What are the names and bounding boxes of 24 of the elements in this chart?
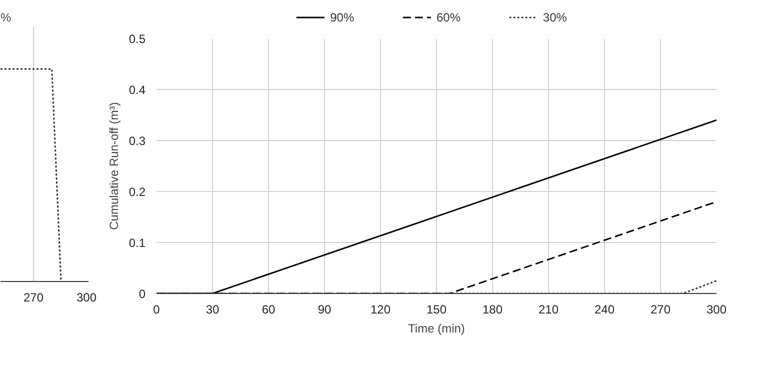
x-tick-label: 240 [594, 302, 615, 316]
y-tick-label: 0.5 [128, 32, 146, 46]
x-tick-label: 90 [318, 302, 332, 316]
y-tick-label: 0.1 [128, 236, 146, 250]
x-tick-label: 0 [153, 302, 160, 316]
y-axis-title: Cumulative Run-off (m³) [106, 102, 121, 230]
legend-label: 30% [542, 10, 568, 24]
x-tick-label: 300 [76, 290, 97, 304]
y-tick-label: 0.3 [128, 134, 146, 148]
x-tick-label: 30 [206, 302, 220, 316]
x-tick-label: 210 [538, 302, 559, 316]
x-tick-label: 270 [650, 302, 671, 316]
x-tick-label: 180 [482, 302, 503, 316]
legend-label: 60% [436, 10, 461, 24]
x-tick-label: 300 [706, 302, 727, 316]
x-axis-title: Time (min) [408, 322, 465, 336]
x-tick-label: 60 [262, 302, 276, 316]
x-tick-label: 120 [370, 302, 391, 316]
y-tick-label: 0.4 [128, 83, 146, 97]
legend-label: 90% [330, 10, 354, 24]
text: % [0, 10, 12, 24]
x-tick-label: 150 [426, 302, 447, 316]
y-tick-label: 0.2 [128, 185, 146, 199]
x-tick-label: 270 [23, 290, 44, 304]
